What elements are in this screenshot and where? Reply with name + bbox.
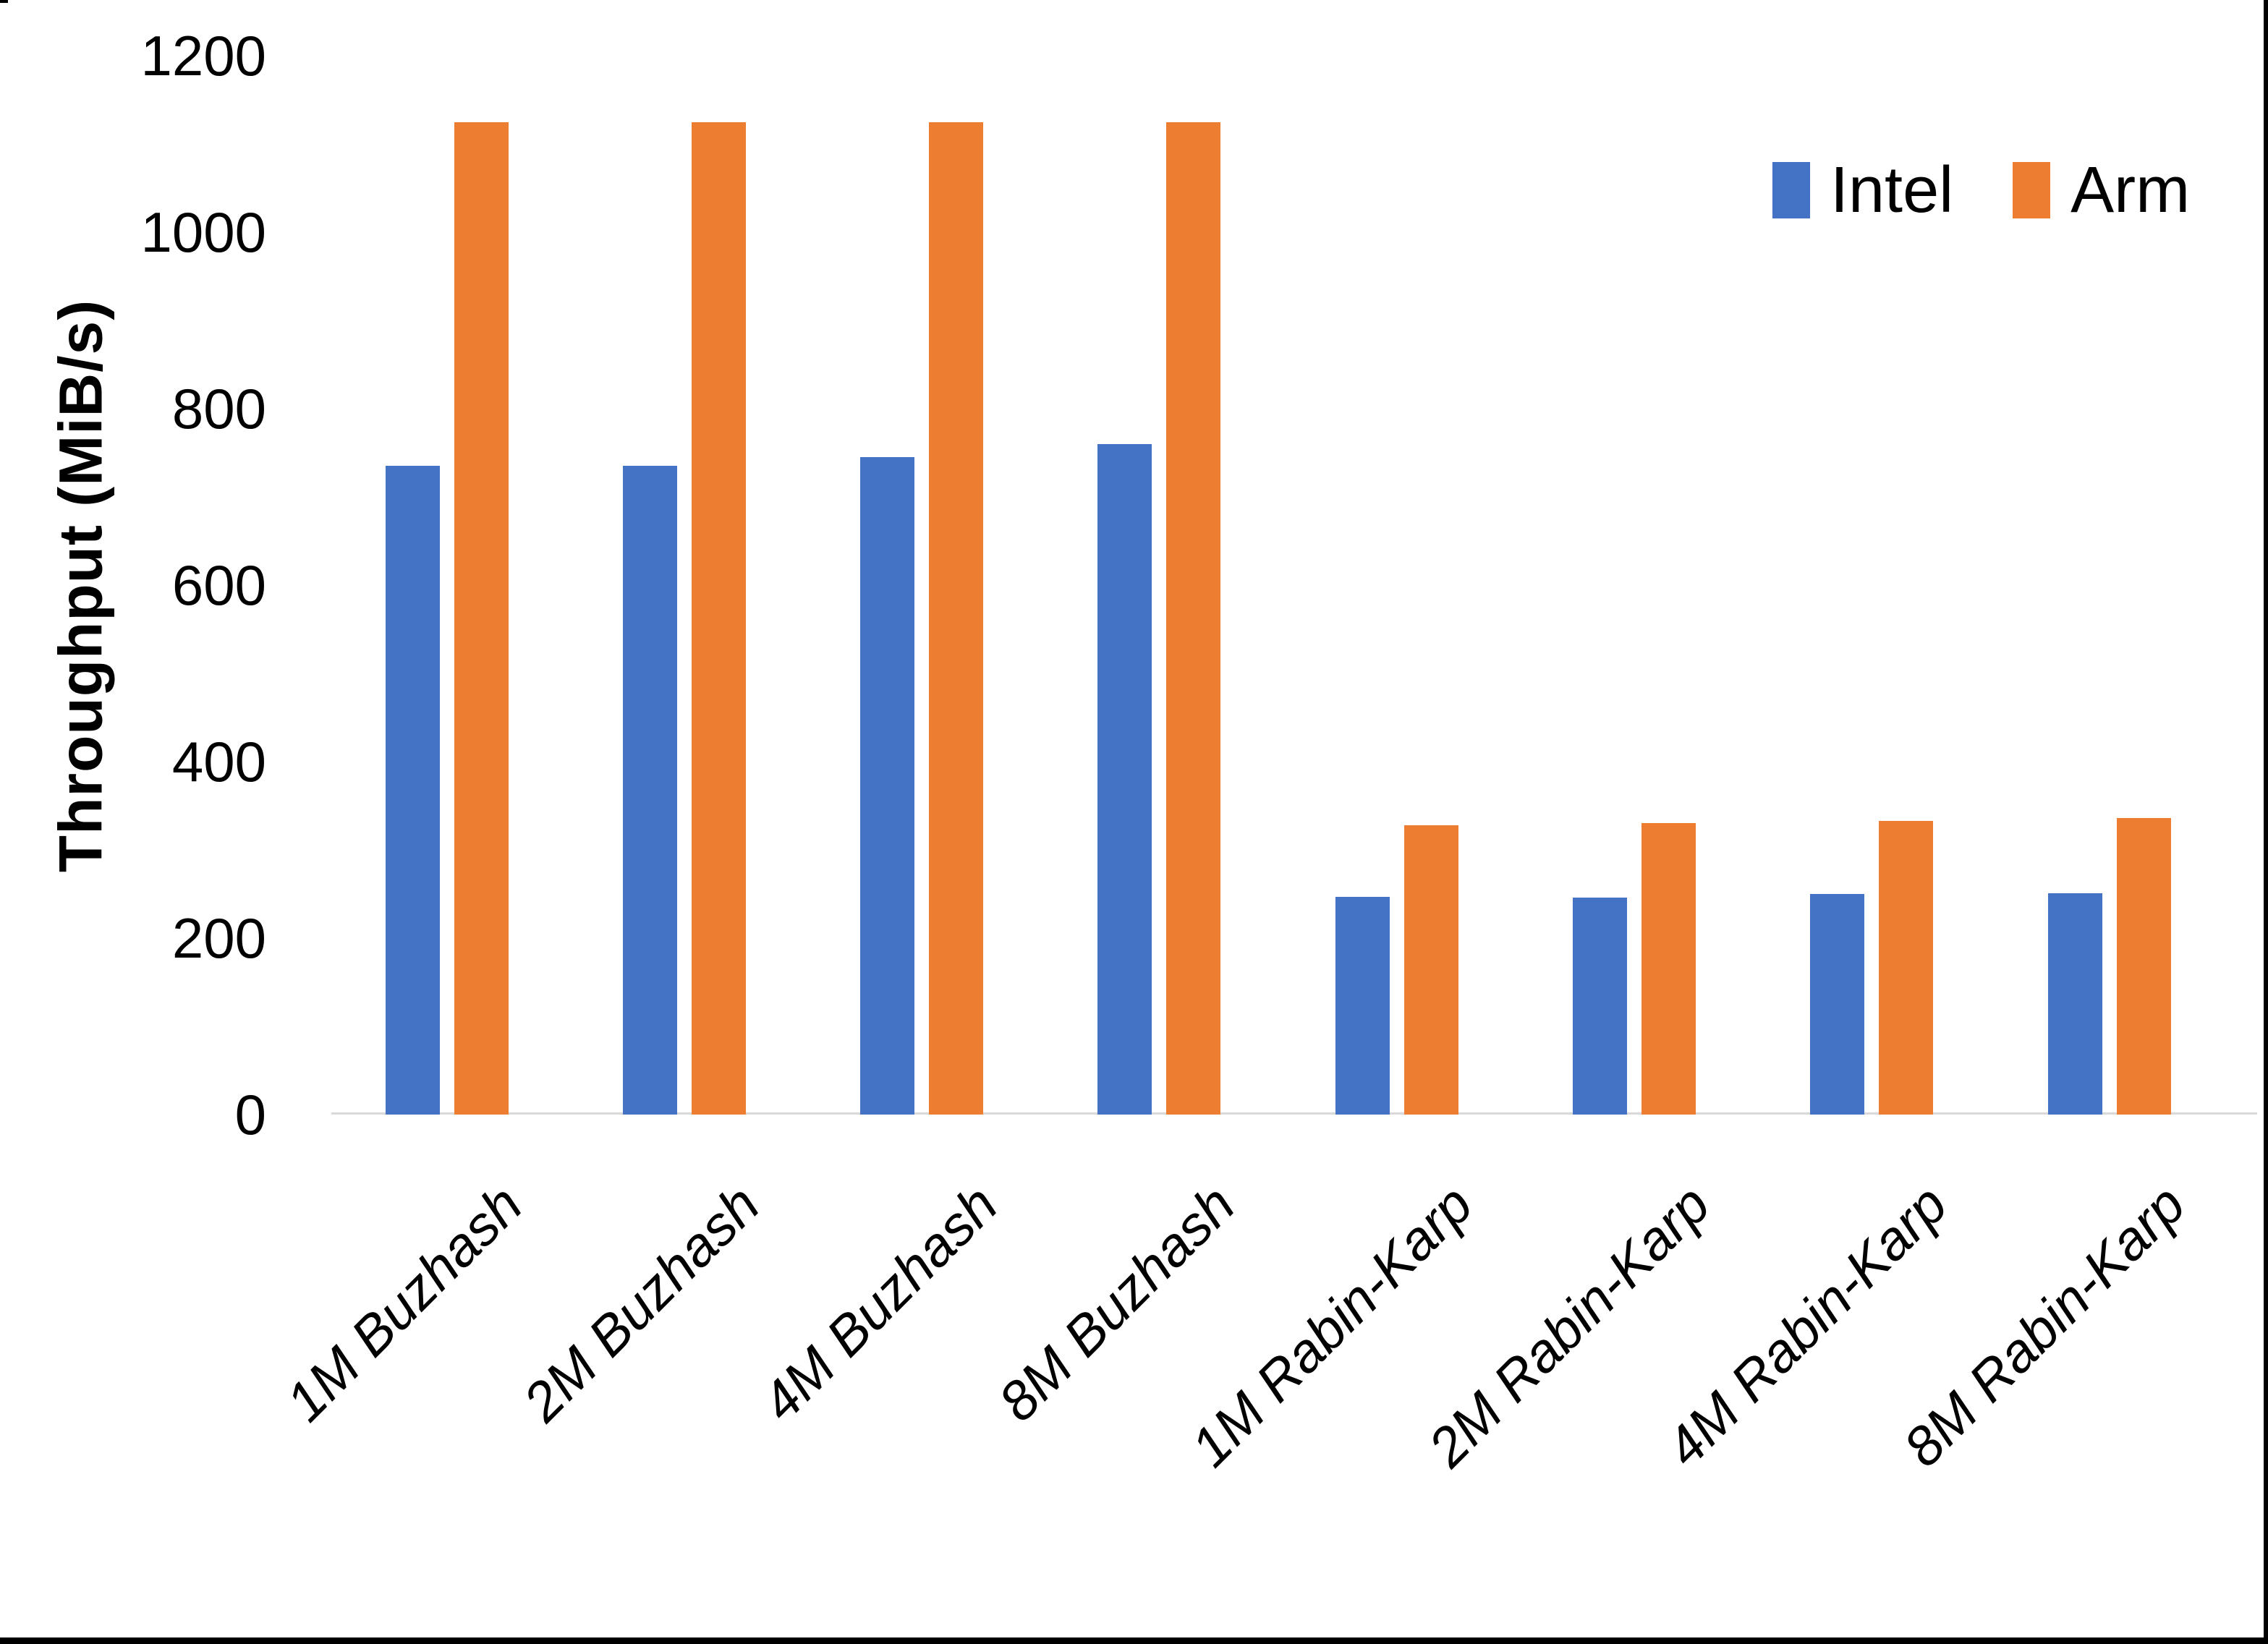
y-axis-tick-label: 800 bbox=[171, 377, 266, 440]
y-axis-tick-label: 1200 bbox=[140, 24, 266, 88]
x-axis-category-label: 4M Buzhash bbox=[749, 1173, 1009, 1434]
intel-series-swatch-icon bbox=[1772, 162, 1810, 218]
arm-series-swatch-icon bbox=[2013, 162, 2051, 218]
screenshot-border-top-left bbox=[0, 0, 8, 3]
screenshot-border-right bbox=[2264, 0, 2268, 1644]
legend-item-arm: Arm bbox=[2013, 158, 2190, 223]
bar-arm-2m-rabin-karp bbox=[1641, 823, 1696, 1115]
screenshot-border-bottom bbox=[0, 1637, 2268, 1644]
bar-arm-8m-buzhash bbox=[1166, 122, 1221, 1115]
bar-arm-1m-rabin-karp bbox=[1403, 825, 1458, 1115]
bar-arm-4m-rabin-karp bbox=[1879, 820, 1934, 1115]
y-axis-tick-label: 1000 bbox=[140, 200, 266, 264]
x-axis-category-label: 2M Buzhash bbox=[511, 1173, 772, 1434]
y-axis-tick-label: 400 bbox=[171, 730, 266, 793]
y-axis-title: Throughput (MiB/s) bbox=[46, 299, 115, 873]
bar-arm-2m-buzhash bbox=[691, 122, 746, 1115]
legend-label: Intel bbox=[1830, 154, 1954, 226]
bar-intel-8m-buzhash bbox=[1097, 443, 1152, 1115]
bar-intel-4m-rabin-karp bbox=[1810, 894, 1865, 1115]
x-axis-category-label: 1M Buzhash bbox=[274, 1173, 535, 1434]
y-axis-tick-label: 600 bbox=[171, 553, 266, 617]
bar-intel-1m-buzhash bbox=[385, 466, 440, 1115]
bar-intel-4m-buzhash bbox=[860, 457, 915, 1115]
bar-arm-1m-buzhash bbox=[454, 122, 509, 1115]
x-axis-category-label: 8M Buzhash bbox=[987, 1173, 1247, 1434]
bar-arm-8m-rabin-karp bbox=[2116, 818, 2171, 1115]
y-axis-tick-label: 200 bbox=[171, 906, 266, 970]
y-axis-tick-label: 0 bbox=[234, 1083, 266, 1146]
bar-intel-2m-buzhash bbox=[622, 466, 677, 1115]
bar-intel-8m-rabin-karp bbox=[2047, 893, 2102, 1115]
bar-arm-4m-buzhash bbox=[929, 122, 984, 1115]
bar-intel-1m-rabin-karp bbox=[1335, 896, 1390, 1115]
legend: Intel Arm bbox=[1772, 158, 2190, 223]
legend-label: Arm bbox=[2070, 154, 2191, 226]
bar-intel-2m-rabin-karp bbox=[1573, 897, 1627, 1115]
x-axis-baseline bbox=[331, 1112, 2257, 1115]
legend-item-intel: Intel bbox=[1772, 158, 1953, 223]
